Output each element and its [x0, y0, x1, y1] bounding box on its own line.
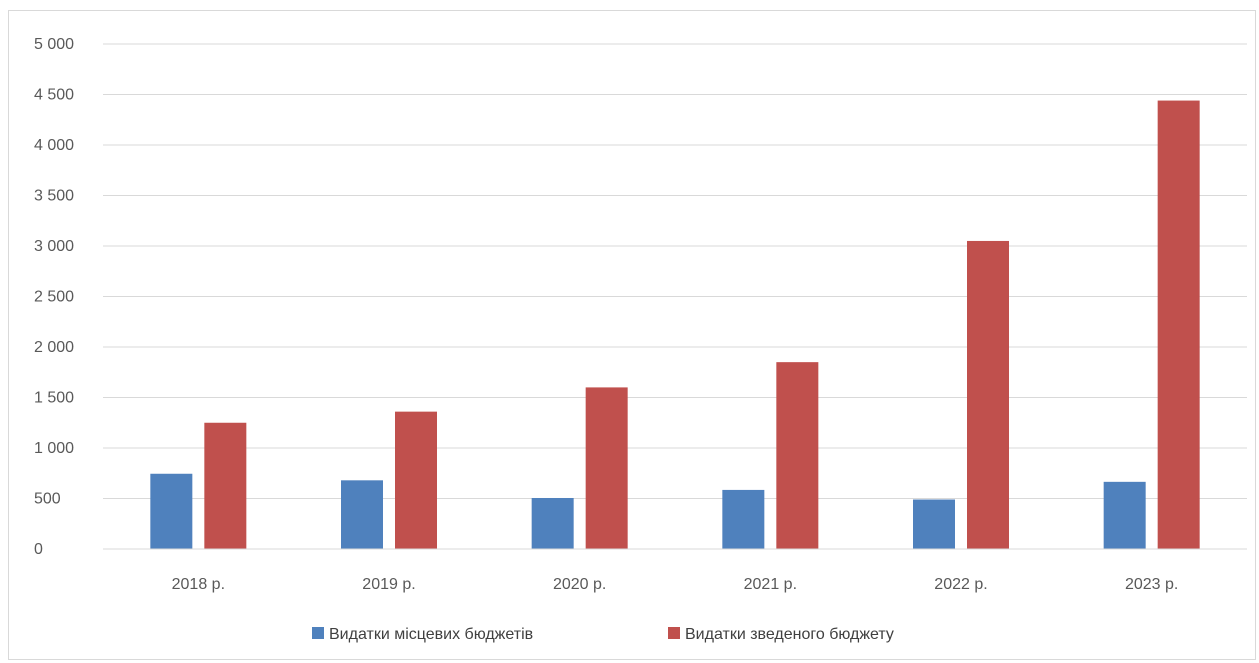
gridlines [103, 43, 1247, 499]
x-tick-label: 2018 р. [172, 576, 225, 593]
y-tick-label: 1 500 [34, 390, 74, 407]
y-tick-label: 5 000 [34, 36, 74, 53]
chart-container: 0 500 1 000 1 500 2 000 2 500 3 000 3 500 4 000 4… [8, 10, 1256, 660]
x-tick-label: 2022 р. [934, 576, 987, 593]
bar-consolidated-budget-6 [1157, 100, 1200, 549]
x-tick-label: 2021 р. [744, 576, 797, 593]
x-axis-tick-labels: 2018 р. 2019 р. 2020 р. 2021 р. 2022 р. 2023 … [172, 576, 1179, 593]
x-tick-label: 2023 р. [1125, 576, 1178, 593]
bar-local-budgets-4 [722, 489, 765, 549]
bar-consolidated-budget-4 [776, 362, 819, 549]
legend-label: Видатки зведеного бюджету [685, 626, 894, 643]
y-tick-label: 3 500 [34, 188, 74, 205]
bar-consolidated-budget-2 [395, 411, 437, 549]
bar-local-budgets-5 [913, 499, 955, 549]
bar-local-budgets-3 [531, 497, 574, 549]
legend-swatch [668, 627, 680, 639]
y-tick-label: 4 500 [34, 87, 74, 104]
x-tick-label: 2020 р. [553, 576, 606, 593]
bar-consolidated-budget-5 [967, 240, 1009, 549]
y-tick-label: 500 [34, 491, 61, 508]
bars [150, 100, 1200, 549]
legend-label: Видатки місцевих бюджетів [329, 626, 533, 643]
y-axis-tick-labels: 0 500 1 000 1 500 2 000 2 500 3 000 3 500 4 000 4… [34, 36, 74, 558]
bar-local-budgets-1 [150, 473, 193, 549]
bar-consolidated-budget-1 [204, 422, 247, 549]
y-tick-label: 4 000 [34, 137, 74, 154]
y-tick-label: 3 000 [34, 238, 74, 255]
bar-chart: 0 500 1 000 1 500 2 000 2 500 3 000 3 500 4 000 4… [34, 36, 1247, 643]
y-tick-label: 2 000 [34, 339, 74, 356]
bar-local-budgets-2 [341, 480, 383, 549]
y-tick-label: 2 500 [34, 289, 74, 306]
y-tick-label: 1 000 [34, 440, 74, 457]
legend: Видатки місцевих бюджетів Видатки зведено… [312, 626, 894, 643]
bar-local-budgets-6 [1103, 481, 1146, 549]
bar-consolidated-budget-3 [585, 387, 628, 549]
legend-swatch [312, 627, 324, 639]
y-tick-label: 0 [34, 541, 43, 558]
x-tick-label: 2019 р. [362, 576, 415, 593]
